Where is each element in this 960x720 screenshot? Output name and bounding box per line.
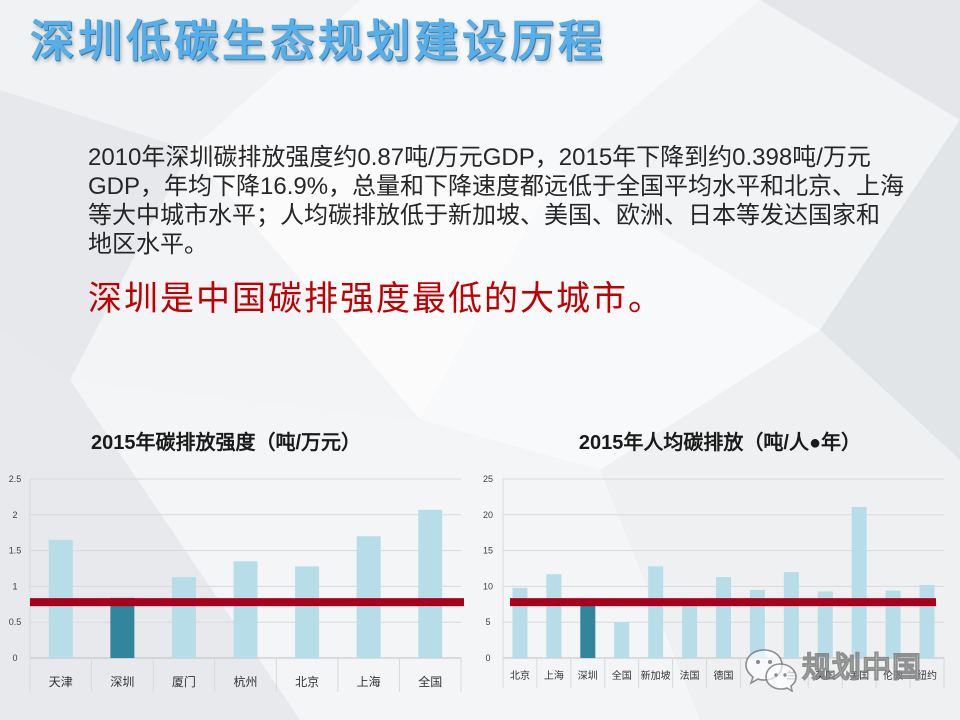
y-tick-label: 2.5 xyxy=(9,474,22,484)
bar xyxy=(749,589,765,658)
category-label: 上海 xyxy=(544,669,564,682)
summary-line: 等大中城市水平；人均碳排放低于新加坡、美国、欧洲、日本等发达国家和 xyxy=(88,202,880,229)
bar xyxy=(783,572,799,658)
category-label: 北京 xyxy=(510,669,530,682)
bar-highlighted xyxy=(580,602,596,658)
y-tick-label: 1.5 xyxy=(9,546,22,556)
carbon-intensity-chart: 0 0.5 1 1.5 2 2.5 天津 深圳 厦门 杭州 北京 上海 全国 xyxy=(9,474,464,692)
slide-title: 深圳低碳生态规划建设历程 xyxy=(30,17,606,66)
category-label: 德国 xyxy=(714,669,734,682)
background-facet xyxy=(70,150,420,420)
chart-title-carbon-intensity: 2015年碳排放强度（吨/万元） xyxy=(90,432,362,454)
bar xyxy=(885,590,901,658)
bar xyxy=(171,577,196,658)
bar xyxy=(851,506,867,658)
category-label: 伦敦 xyxy=(883,669,903,682)
y-tick-label: 25 xyxy=(483,474,493,484)
y-tick-label: 15 xyxy=(483,546,493,556)
background-facet xyxy=(560,0,960,330)
highlight-statement: 深圳是中国碳排强度最低的大城市。 xyxy=(88,280,664,318)
y-tick-label: 20 xyxy=(483,510,493,520)
y-tick-label: 5 xyxy=(485,617,490,627)
per-capita-emissions-chart: 0510152025北京上海深圳全国新加坡法国德国兰英国美国伦敦纽约 xyxy=(483,474,945,688)
bar-highlighted xyxy=(110,597,135,658)
category-label: 美国 xyxy=(849,669,869,682)
y-tick-label: 0.5 xyxy=(9,617,22,627)
y-tick-label: 1 xyxy=(12,581,17,591)
bar xyxy=(682,605,698,658)
bar xyxy=(356,536,381,658)
wechat-bubble-small xyxy=(765,663,797,692)
category-label: 厦门 xyxy=(172,674,196,689)
bar xyxy=(817,591,833,658)
wechat-icon xyxy=(745,649,797,692)
category-label: 深圳 xyxy=(578,670,598,682)
y-tick-label: 10 xyxy=(483,581,493,591)
bar xyxy=(716,577,731,658)
category-label: 英国 xyxy=(815,669,835,682)
bar xyxy=(418,509,443,658)
summary-line: 2010年深圳碳排放强度约0.87吨/万元GDP，2015年下降到约0.398吨… xyxy=(88,144,871,171)
background-facet xyxy=(0,0,360,150)
category-label: 天津 xyxy=(49,675,73,689)
category-label: 全国 xyxy=(418,674,442,689)
wechat-eye xyxy=(783,673,787,677)
y-tick-label: 0 xyxy=(485,653,490,663)
bar xyxy=(295,566,320,658)
category-label: 新加坡 xyxy=(641,669,671,682)
y-tick-label: 2 xyxy=(12,510,17,520)
background-facet xyxy=(820,120,960,460)
category-label: 深圳 xyxy=(110,675,134,689)
bar xyxy=(648,566,664,658)
category-label: 法国 xyxy=(680,669,700,682)
background-facet xyxy=(420,170,820,470)
watermark-text: 规划中国 xyxy=(801,652,923,685)
category-label: 杭州 xyxy=(233,674,257,689)
wechat-eye xyxy=(774,673,778,677)
category-label: 全国 xyxy=(612,669,632,682)
background-facet xyxy=(0,90,190,380)
background-facet xyxy=(190,150,560,420)
reference-line xyxy=(30,598,464,607)
wechat-eye xyxy=(756,660,760,664)
summary-line: GDP，年均下降16.9%，总量和下降速度都远低于全国平均水平和北京、上海 xyxy=(88,173,905,200)
reference-line xyxy=(510,598,936,607)
chart-title-per-capita-emissions: 2015年人均碳排放（吨/人●年） xyxy=(578,432,862,454)
category-label: 纽约 xyxy=(917,669,937,682)
bar xyxy=(614,622,630,658)
category-label: 北京 xyxy=(295,675,319,689)
category-label: 上海 xyxy=(357,674,381,689)
y-tick-label: 0 xyxy=(12,653,17,663)
summary-paragraph: 2010年深圳碳排放强度约0.87吨/万元GDP，2015年下降到约0.398吨… xyxy=(88,143,904,259)
wechat-eye xyxy=(768,660,772,664)
background-facet xyxy=(70,380,700,720)
background-facet xyxy=(190,0,760,170)
summary-line: 地区水平。 xyxy=(88,231,208,258)
bar xyxy=(233,561,258,658)
bar xyxy=(546,574,562,658)
